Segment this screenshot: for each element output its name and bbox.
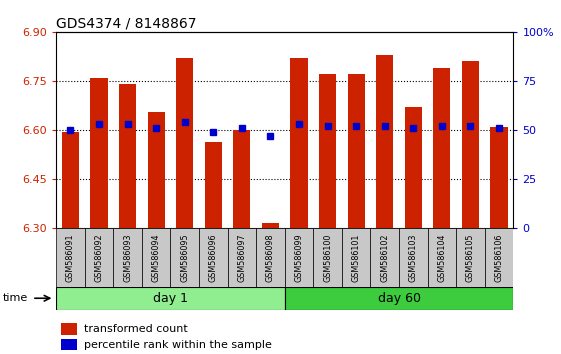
Text: GDS4374 / 8148867: GDS4374 / 8148867 (56, 16, 196, 30)
Text: day 60: day 60 (378, 292, 421, 305)
Text: GSM586096: GSM586096 (209, 233, 218, 282)
Bar (148, 112, 165, 228)
Bar (256, 228, 284, 287)
Bar (228, 228, 256, 287)
Bar (348, 74, 365, 228)
Bar (85, 228, 113, 287)
Bar (142, 228, 171, 287)
Text: percentile rank within the sample: percentile rank within the sample (84, 340, 272, 350)
Bar (61, 339, 77, 350)
Bar (62, 132, 79, 228)
Bar (319, 74, 336, 228)
Bar (342, 228, 370, 287)
Bar (90, 78, 108, 228)
Text: GSM586092: GSM586092 (94, 233, 103, 282)
Text: GSM586095: GSM586095 (180, 233, 189, 282)
Bar (399, 228, 427, 287)
Text: GSM586102: GSM586102 (380, 233, 389, 282)
Bar (176, 58, 193, 228)
Text: GSM586098: GSM586098 (266, 233, 275, 282)
Text: GSM586094: GSM586094 (151, 233, 160, 282)
Bar (291, 58, 307, 228)
Text: GSM586097: GSM586097 (237, 233, 246, 282)
Bar (370, 228, 399, 287)
Bar (119, 84, 136, 228)
Bar (433, 68, 450, 228)
Bar (262, 223, 279, 228)
Text: GSM586101: GSM586101 (352, 233, 361, 282)
Text: GSM586105: GSM586105 (466, 233, 475, 282)
Bar (313, 228, 342, 287)
Text: GSM586099: GSM586099 (295, 233, 304, 282)
Bar (199, 228, 228, 287)
Bar (427, 228, 456, 287)
Bar (456, 228, 485, 287)
Text: GSM586106: GSM586106 (495, 233, 504, 282)
Text: GSM586100: GSM586100 (323, 233, 332, 282)
Bar (113, 228, 142, 287)
Text: time: time (3, 293, 28, 303)
Bar (56, 228, 85, 287)
Bar (171, 228, 199, 287)
Bar (376, 55, 393, 228)
Bar (233, 130, 250, 228)
Text: GSM586091: GSM586091 (66, 233, 75, 282)
Bar (61, 323, 77, 335)
Bar (284, 287, 513, 310)
Text: GSM586093: GSM586093 (123, 233, 132, 282)
Bar (284, 228, 313, 287)
Bar (205, 142, 222, 228)
Text: transformed count: transformed count (84, 324, 187, 334)
Bar (462, 61, 479, 228)
Text: GSM586104: GSM586104 (438, 233, 447, 282)
Text: day 1: day 1 (153, 292, 188, 305)
Bar (404, 107, 422, 228)
Bar (56, 287, 284, 310)
Bar (490, 127, 508, 228)
Bar (485, 228, 513, 287)
Text: GSM586103: GSM586103 (409, 233, 418, 282)
